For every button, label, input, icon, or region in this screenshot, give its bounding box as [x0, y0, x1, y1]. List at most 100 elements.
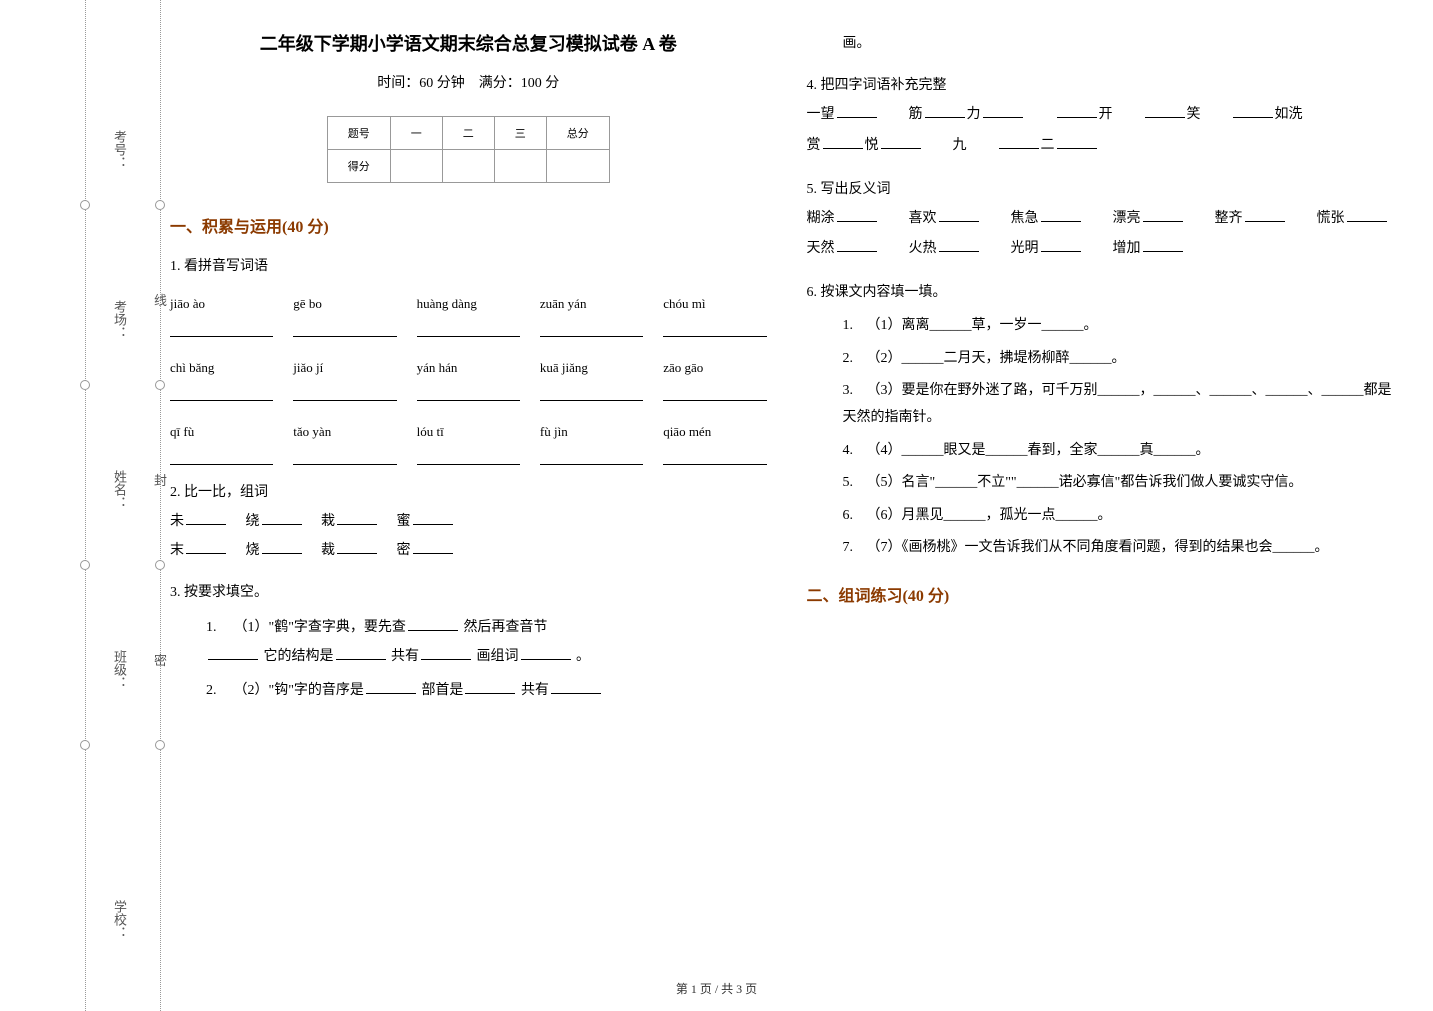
word: 二 — [1041, 138, 1055, 153]
blank — [540, 319, 643, 337]
blank — [1143, 234, 1183, 252]
sub-num: 1. — [843, 313, 867, 340]
word: 增加 — [1113, 241, 1141, 256]
char: 栽 — [321, 514, 335, 529]
blank — [170, 447, 273, 465]
binding-label: 班级： — [110, 650, 129, 689]
word: 光明 — [1011, 241, 1039, 256]
q6-sub: 2.（2）______二月天，拂堤杨柳醉______。 — [843, 346, 1404, 373]
exam-title: 二年级下学期小学语文期末综合总复习模拟试卷 A 卷 — [170, 30, 767, 56]
blank — [1145, 100, 1185, 118]
text: （6）月黑见______，孤光一点______。 — [867, 508, 1112, 523]
text: （2）"钩"字的音序是 — [234, 683, 364, 698]
binding-label: 考场： — [110, 300, 129, 339]
char: 密 — [397, 543, 411, 558]
pinyin-item: zuān yán — [540, 291, 643, 337]
blank — [521, 642, 571, 660]
blank — [540, 447, 643, 465]
text: （4）______眼又是______春到，全家______真______。 — [867, 443, 1210, 458]
q3-sub-1: 1. （1）"鹤"字查字典，要先查 然后再查音节 它的结构是 共有 画组词 。 — [206, 613, 767, 670]
pinyin-text: qiāo mén — [663, 424, 711, 439]
left-column: 二年级下学期小学语文期末综合总复习模拟试卷 A 卷 时间：60 分钟 满分：10… — [170, 30, 767, 719]
q4-words: 一望 筋力 开 笑 如洗 赏悦 九 二 — [807, 100, 1404, 162]
pinyin-item: zāo gāo — [663, 355, 766, 401]
sub-num: 7. — [843, 535, 867, 562]
score-col: 题号 — [327, 117, 390, 150]
char: 未 — [170, 514, 184, 529]
right-column: 画。 4. 把四字词语补充完整 一望 筋力 开 笑 如洗 赏悦 九 二 5. 写… — [807, 30, 1404, 719]
word: 焦急 — [1011, 211, 1039, 226]
text: 然后再查音节 — [463, 620, 547, 635]
pinyin-item: kuā jiǎng — [540, 355, 643, 401]
text: 画组词 — [477, 649, 519, 664]
score-table: 题号 一 二 三 总分 得分 — [327, 116, 610, 183]
dotted-line-outer — [85, 0, 86, 1011]
pinyin-item: qiāo mén — [663, 419, 766, 465]
blank — [925, 100, 965, 118]
pinyin-text: zāo gāo — [663, 360, 703, 375]
word: 悦 — [865, 138, 879, 153]
score-col: 一 — [390, 117, 442, 150]
blank — [293, 447, 396, 465]
pinyin-text: huàng dàng — [417, 296, 477, 311]
score-cell — [494, 150, 546, 183]
question-4: 4. 把四字词语补充完整 一望 筋力 开 笑 如洗 赏悦 九 二 — [807, 72, 1404, 162]
blank — [465, 676, 515, 694]
text: （1）"鹤"字查字典，要先查 — [234, 620, 406, 635]
seal-mark: 封 — [154, 470, 167, 489]
score-cell — [546, 150, 609, 183]
text: 共有 — [391, 649, 419, 664]
pinyin-text: yán hán — [417, 360, 458, 375]
char: 末 — [170, 543, 184, 558]
score-row-label: 得分 — [327, 150, 390, 183]
sub-num: 4. — [843, 438, 867, 465]
q6-sub: 3.（3）要是你在野外迷了路，可千万别______，______、______、… — [843, 378, 1404, 431]
word: 一望 — [807, 107, 835, 122]
sub-num: 2. — [843, 346, 867, 373]
exam-time-score: 时间：60 分钟 满分：100 分 — [170, 72, 767, 92]
score-cell — [390, 150, 442, 183]
blank — [551, 676, 601, 694]
circle-mark — [155, 380, 165, 390]
text: 共有 — [521, 683, 549, 698]
blank — [1245, 204, 1285, 222]
score-col: 总分 — [546, 117, 609, 150]
blank — [837, 234, 877, 252]
q6-label: 6. 按课文内容填一填。 — [807, 279, 1404, 307]
blank — [417, 383, 520, 401]
word: 赏 — [807, 138, 821, 153]
section-2-head: 二、组词练习(40 分) — [807, 582, 1404, 606]
blank — [939, 204, 979, 222]
text: （7）《画杨桃》一文告诉我们从不同角度看问题，得到的结果也会______。 — [867, 540, 1329, 555]
char: 蜜 — [397, 514, 411, 529]
question-5: 5. 写出反义词 糊涂 喜欢 焦急 漂亮 整齐 慌张 天然 火热 光明 增加 — [807, 176, 1404, 266]
blank — [1143, 204, 1183, 222]
pinyin-text: jiāo ào — [170, 296, 205, 311]
blank — [881, 131, 921, 149]
pinyin-item: yán hán — [417, 355, 520, 401]
pinyin-item: fù jìn — [540, 419, 643, 465]
blank — [413, 507, 453, 525]
seal-mark: 密 — [154, 650, 167, 669]
blank — [262, 507, 302, 525]
circle-mark — [80, 560, 90, 570]
text: （1）离离______草，一岁一______。 — [867, 318, 1098, 333]
circle-mark — [155, 740, 165, 750]
text: （2）______二月天，拂堤杨柳醉______。 — [867, 351, 1126, 366]
text: 它的结构是 — [264, 649, 334, 664]
text: 部首是 — [421, 683, 463, 698]
blank — [336, 642, 386, 660]
blank — [413, 536, 453, 554]
word: 糊涂 — [807, 211, 835, 226]
word: 火热 — [909, 241, 937, 256]
pinyin-item: jiāo ào — [170, 291, 273, 337]
blank — [837, 204, 877, 222]
pinyin-text: zuān yán — [540, 296, 587, 311]
blank — [208, 642, 258, 660]
q3-continuation: 画。 — [807, 30, 1404, 58]
blank — [663, 319, 766, 337]
question-1: 1. 看拼音写词语 jiāo ào gē bo huàng dàng zuān … — [170, 253, 767, 465]
pinyin-item: lóu tī — [417, 419, 520, 465]
pinyin-item: jiǎo jí — [293, 355, 396, 401]
pinyin-grid: jiāo ào gē bo huàng dàng zuān yán chóu m… — [170, 291, 767, 465]
